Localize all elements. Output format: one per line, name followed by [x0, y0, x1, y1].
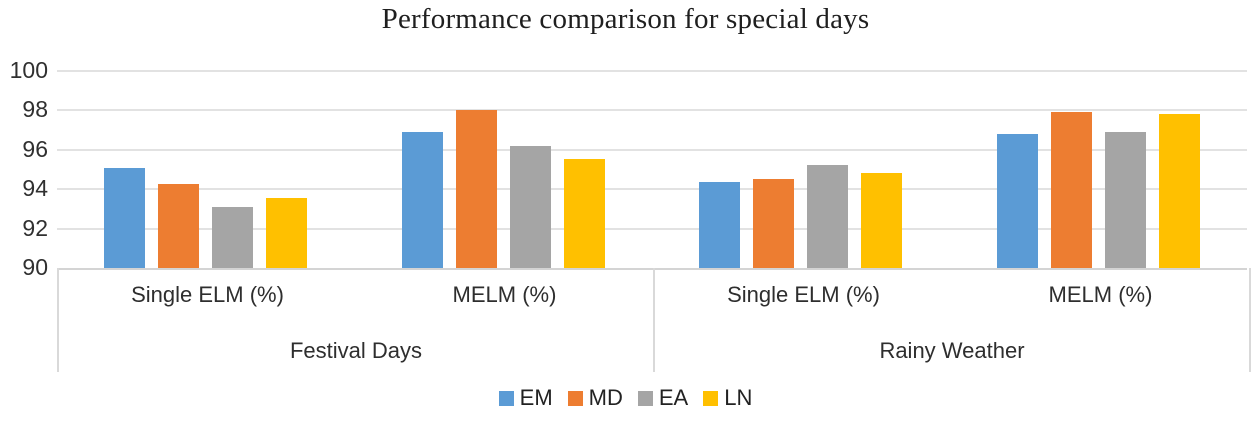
bar-LN-festival-days-single-elm-	[266, 198, 308, 268]
x-axis-line	[57, 268, 1247, 270]
bar-EM-rainy-weather-melm-	[996, 134, 1038, 268]
y-tick-label-98: 98	[22, 96, 48, 123]
gridline-98	[57, 109, 1247, 112]
y-tick-label-96: 96	[22, 135, 48, 162]
bar-EM-festival-days-single-elm-	[104, 167, 146, 268]
chart-title: Performance comparison for special days	[381, 3, 870, 35]
legend-item-MD: MD	[567, 385, 623, 411]
band-group-festival-days: Single ELM (%) MELM (%) Festival Days	[59, 268, 655, 372]
y-tick-label-100: 100	[9, 57, 48, 83]
gridline-94	[57, 188, 1247, 191]
legend-swatch-EM	[498, 390, 514, 406]
x-category-label: MELM (%)	[1048, 282, 1153, 307]
legend-label-LN: LN	[724, 385, 753, 410]
bar-EA-festival-days-melm-	[509, 145, 551, 268]
x-category-label: Single ELM (%)	[727, 282, 880, 307]
y-tick-label-92: 92	[22, 214, 48, 241]
x-category-label: MELM (%)	[452, 282, 557, 307]
x-group-label: Rainy Weather	[879, 338, 1025, 363]
plot-area	[57, 70, 1247, 270]
gridline-92	[57, 227, 1247, 230]
legend-swatch-MD	[567, 390, 583, 406]
gridline-100	[57, 70, 1247, 72]
bar-LN-festival-days-melm-	[563, 158, 605, 268]
x-group-label: Festival Days	[289, 338, 423, 363]
legend-label-MD: MD	[588, 385, 623, 410]
legend: EM MD EA LN	[0, 385, 1251, 411]
bar-EA-festival-days-single-elm-	[212, 206, 254, 268]
subcategory-row: Single ELM (%) MELM (%)	[59, 282, 653, 308]
subcategory-row: Single ELM (%) MELM (%)	[655, 282, 1249, 308]
bar-EA-rainy-weather-melm-	[1104, 132, 1146, 268]
bar-MD-festival-days-melm-	[455, 110, 497, 268]
bar-LN-rainy-weather-melm-	[1158, 114, 1200, 268]
legend-label-EM: EM	[519, 385, 553, 410]
gridline-96	[57, 148, 1247, 151]
legend-swatch-EA	[637, 390, 653, 406]
legend-swatch-LN	[703, 390, 719, 406]
bar-LN-rainy-weather-single-elm-	[861, 173, 903, 268]
bar-EM-rainy-weather-single-elm-	[699, 182, 741, 268]
legend-item-LN: LN	[703, 385, 752, 411]
bar-EA-rainy-weather-single-elm-	[807, 164, 849, 268]
bar-EM-festival-days-melm-	[401, 132, 443, 268]
y-tick-label-94: 94	[22, 175, 48, 202]
bar-MD-rainy-weather-melm-	[1050, 112, 1092, 268]
category-axis-band: Single ELM (%) MELM (%) Festival Days Singl…	[57, 268, 1251, 372]
y-tick-label-90: 90	[22, 254, 48, 280]
legend-label-EA: EA	[658, 385, 689, 410]
bar-MD-festival-days-single-elm-	[158, 184, 200, 268]
bar-MD-rainy-weather-single-elm-	[753, 179, 795, 268]
x-category-label: Single ELM (%)	[131, 282, 284, 307]
legend-item-EA: EA	[637, 385, 689, 411]
legend-item-EM: EM	[498, 385, 553, 411]
band-group-rainy-weather: Single ELM (%) MELM (%) Rainy Weather	[655, 268, 1249, 372]
